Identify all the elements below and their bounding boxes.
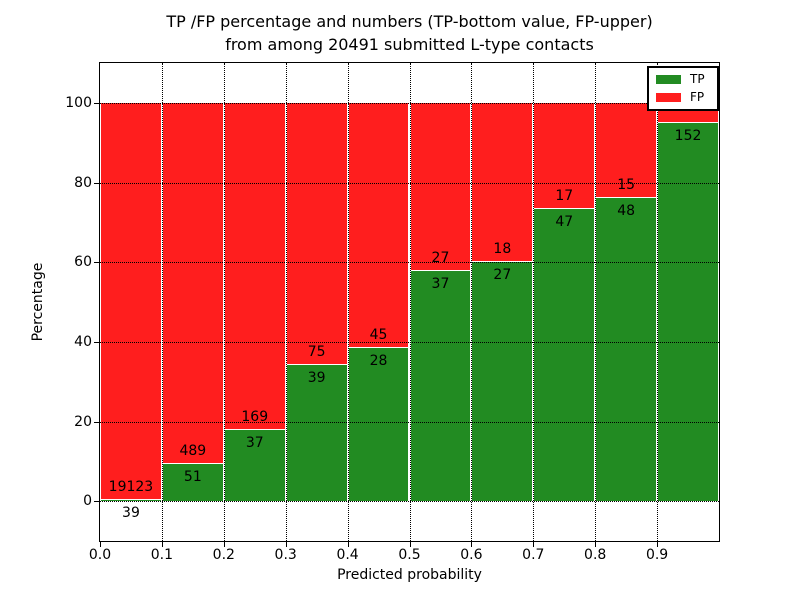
x-tick-mark bbox=[347, 542, 349, 547]
chart-title-line1: TP /FP percentage and numbers (TP-bottom… bbox=[166, 12, 653, 31]
bar-fp-segment bbox=[162, 102, 223, 464]
x-tick-label: 0.3 bbox=[274, 547, 297, 563]
legend-item-fp: FP bbox=[656, 91, 710, 104]
bar-tp-segment bbox=[348, 348, 409, 502]
x-tick-label: 0.7 bbox=[522, 547, 545, 563]
y-tick-mark bbox=[94, 262, 99, 264]
gridline-vertical bbox=[471, 63, 473, 541]
x-tick-mark bbox=[471, 542, 473, 547]
y-axis-label: Percentage bbox=[30, 262, 46, 342]
plot-area: TP /FP percentage and numbers (TP-bottom… bbox=[30, 12, 720, 583]
fp-count-label: 75 bbox=[307, 343, 326, 360]
fp-count-label: 27 bbox=[431, 249, 450, 266]
fp-count-label: 17 bbox=[555, 187, 574, 204]
gridline-vertical bbox=[533, 63, 535, 541]
y-tick-label: 20 bbox=[74, 413, 92, 430]
x-tick-label: 0.6 bbox=[460, 547, 483, 563]
bar-fp-segment bbox=[348, 102, 409, 349]
y-tick-label: 40 bbox=[74, 333, 92, 350]
x-tick-label: 0.8 bbox=[584, 547, 607, 563]
bar-fp-segment bbox=[534, 102, 595, 209]
fp-count-label: 15 bbox=[617, 176, 636, 193]
bar-fp-segment bbox=[286, 102, 347, 365]
legend-label-tp: TP bbox=[690, 72, 705, 86]
bar-tp-segment bbox=[658, 122, 718, 502]
x-tick-mark bbox=[533, 542, 535, 547]
fp-count-label: 169 bbox=[241, 408, 269, 425]
legend-item-tp: TP bbox=[656, 73, 710, 86]
bar-fp-segment bbox=[472, 102, 533, 263]
bar-fp-segment bbox=[410, 102, 471, 271]
x-tick-mark bbox=[657, 542, 659, 547]
legend: TP FP bbox=[647, 66, 719, 111]
y-tick-label: 100 bbox=[65, 94, 92, 111]
chart-title-line2: from among 20491 submitted L-type contac… bbox=[225, 35, 594, 54]
tp-count-label: 37 bbox=[431, 275, 450, 292]
y-tick-mark bbox=[94, 102, 99, 104]
x-axis-label: Predicted probability bbox=[337, 567, 482, 583]
y-tick-label: 0 bbox=[83, 493, 92, 510]
gridline-vertical bbox=[347, 63, 349, 541]
y-tick-mark bbox=[94, 341, 99, 343]
y-tick-mark bbox=[94, 182, 99, 184]
x-tick-label: 0.5 bbox=[398, 547, 421, 563]
tp-count-label: 27 bbox=[493, 267, 512, 284]
x-tick-mark bbox=[595, 542, 597, 547]
bar-tp-segment bbox=[286, 364, 347, 502]
x-tick-label: 0.1 bbox=[150, 547, 174, 563]
fp-count-label: 489 bbox=[179, 442, 207, 459]
gridline-vertical bbox=[161, 63, 163, 541]
x-tick-mark bbox=[161, 542, 163, 547]
gridline-vertical bbox=[285, 63, 287, 541]
gridline-vertical bbox=[657, 63, 659, 541]
fp-count-label: 18 bbox=[493, 241, 512, 258]
x-tick-mark bbox=[223, 542, 225, 547]
legend-label-fp: FP bbox=[690, 90, 705, 104]
bar-tp-segment bbox=[410, 270, 471, 502]
x-tick-label: 0.9 bbox=[645, 547, 669, 563]
fp-count-label: 45 bbox=[369, 327, 388, 344]
gridline-vertical bbox=[409, 63, 411, 541]
x-tick-label: 0.4 bbox=[336, 547, 359, 563]
tp-count-label: 37 bbox=[245, 434, 264, 451]
fp-swatch-icon bbox=[656, 93, 681, 102]
bar-tp-segment bbox=[596, 197, 657, 502]
y-tick-mark bbox=[94, 501, 99, 503]
bar-fp-segment bbox=[101, 102, 161, 501]
bar-tp-segment bbox=[472, 262, 533, 502]
gridline-vertical bbox=[223, 63, 225, 541]
fp-count-label: 19123 bbox=[108, 479, 154, 496]
bar-tp-segment bbox=[534, 208, 595, 502]
bar-tp-segment bbox=[162, 463, 223, 502]
gridline-vertical bbox=[595, 63, 597, 541]
y-tick-label: 80 bbox=[74, 174, 92, 191]
chart-title: TP /FP percentage and numbers (TP-bottom… bbox=[60, 10, 759, 56]
x-tick-mark bbox=[409, 542, 411, 547]
y-tick-mark bbox=[94, 421, 99, 423]
tp-count-label: 39 bbox=[122, 505, 140, 522]
tp-count-label: 39 bbox=[307, 369, 326, 386]
bar-tp-segment bbox=[224, 429, 285, 502]
tp-count-label: 28 bbox=[369, 353, 388, 370]
x-tick-label: 0.0 bbox=[88, 547, 112, 563]
bar-fp-segment bbox=[596, 102, 657, 198]
x-tick-mark bbox=[285, 542, 287, 547]
tp-swatch-icon bbox=[656, 75, 681, 84]
y-tick-label: 60 bbox=[74, 254, 92, 271]
tp-count-label: 152 bbox=[674, 127, 702, 144]
bar-fp-segment bbox=[224, 102, 285, 430]
tp-count-label: 51 bbox=[183, 468, 202, 485]
x-tick-label: 0.2 bbox=[212, 547, 235, 563]
tp-count-label: 47 bbox=[555, 213, 574, 230]
bar-tp-segment bbox=[101, 500, 161, 502]
tp-count-label: 48 bbox=[617, 202, 636, 219]
x-tick-mark bbox=[100, 542, 101, 547]
